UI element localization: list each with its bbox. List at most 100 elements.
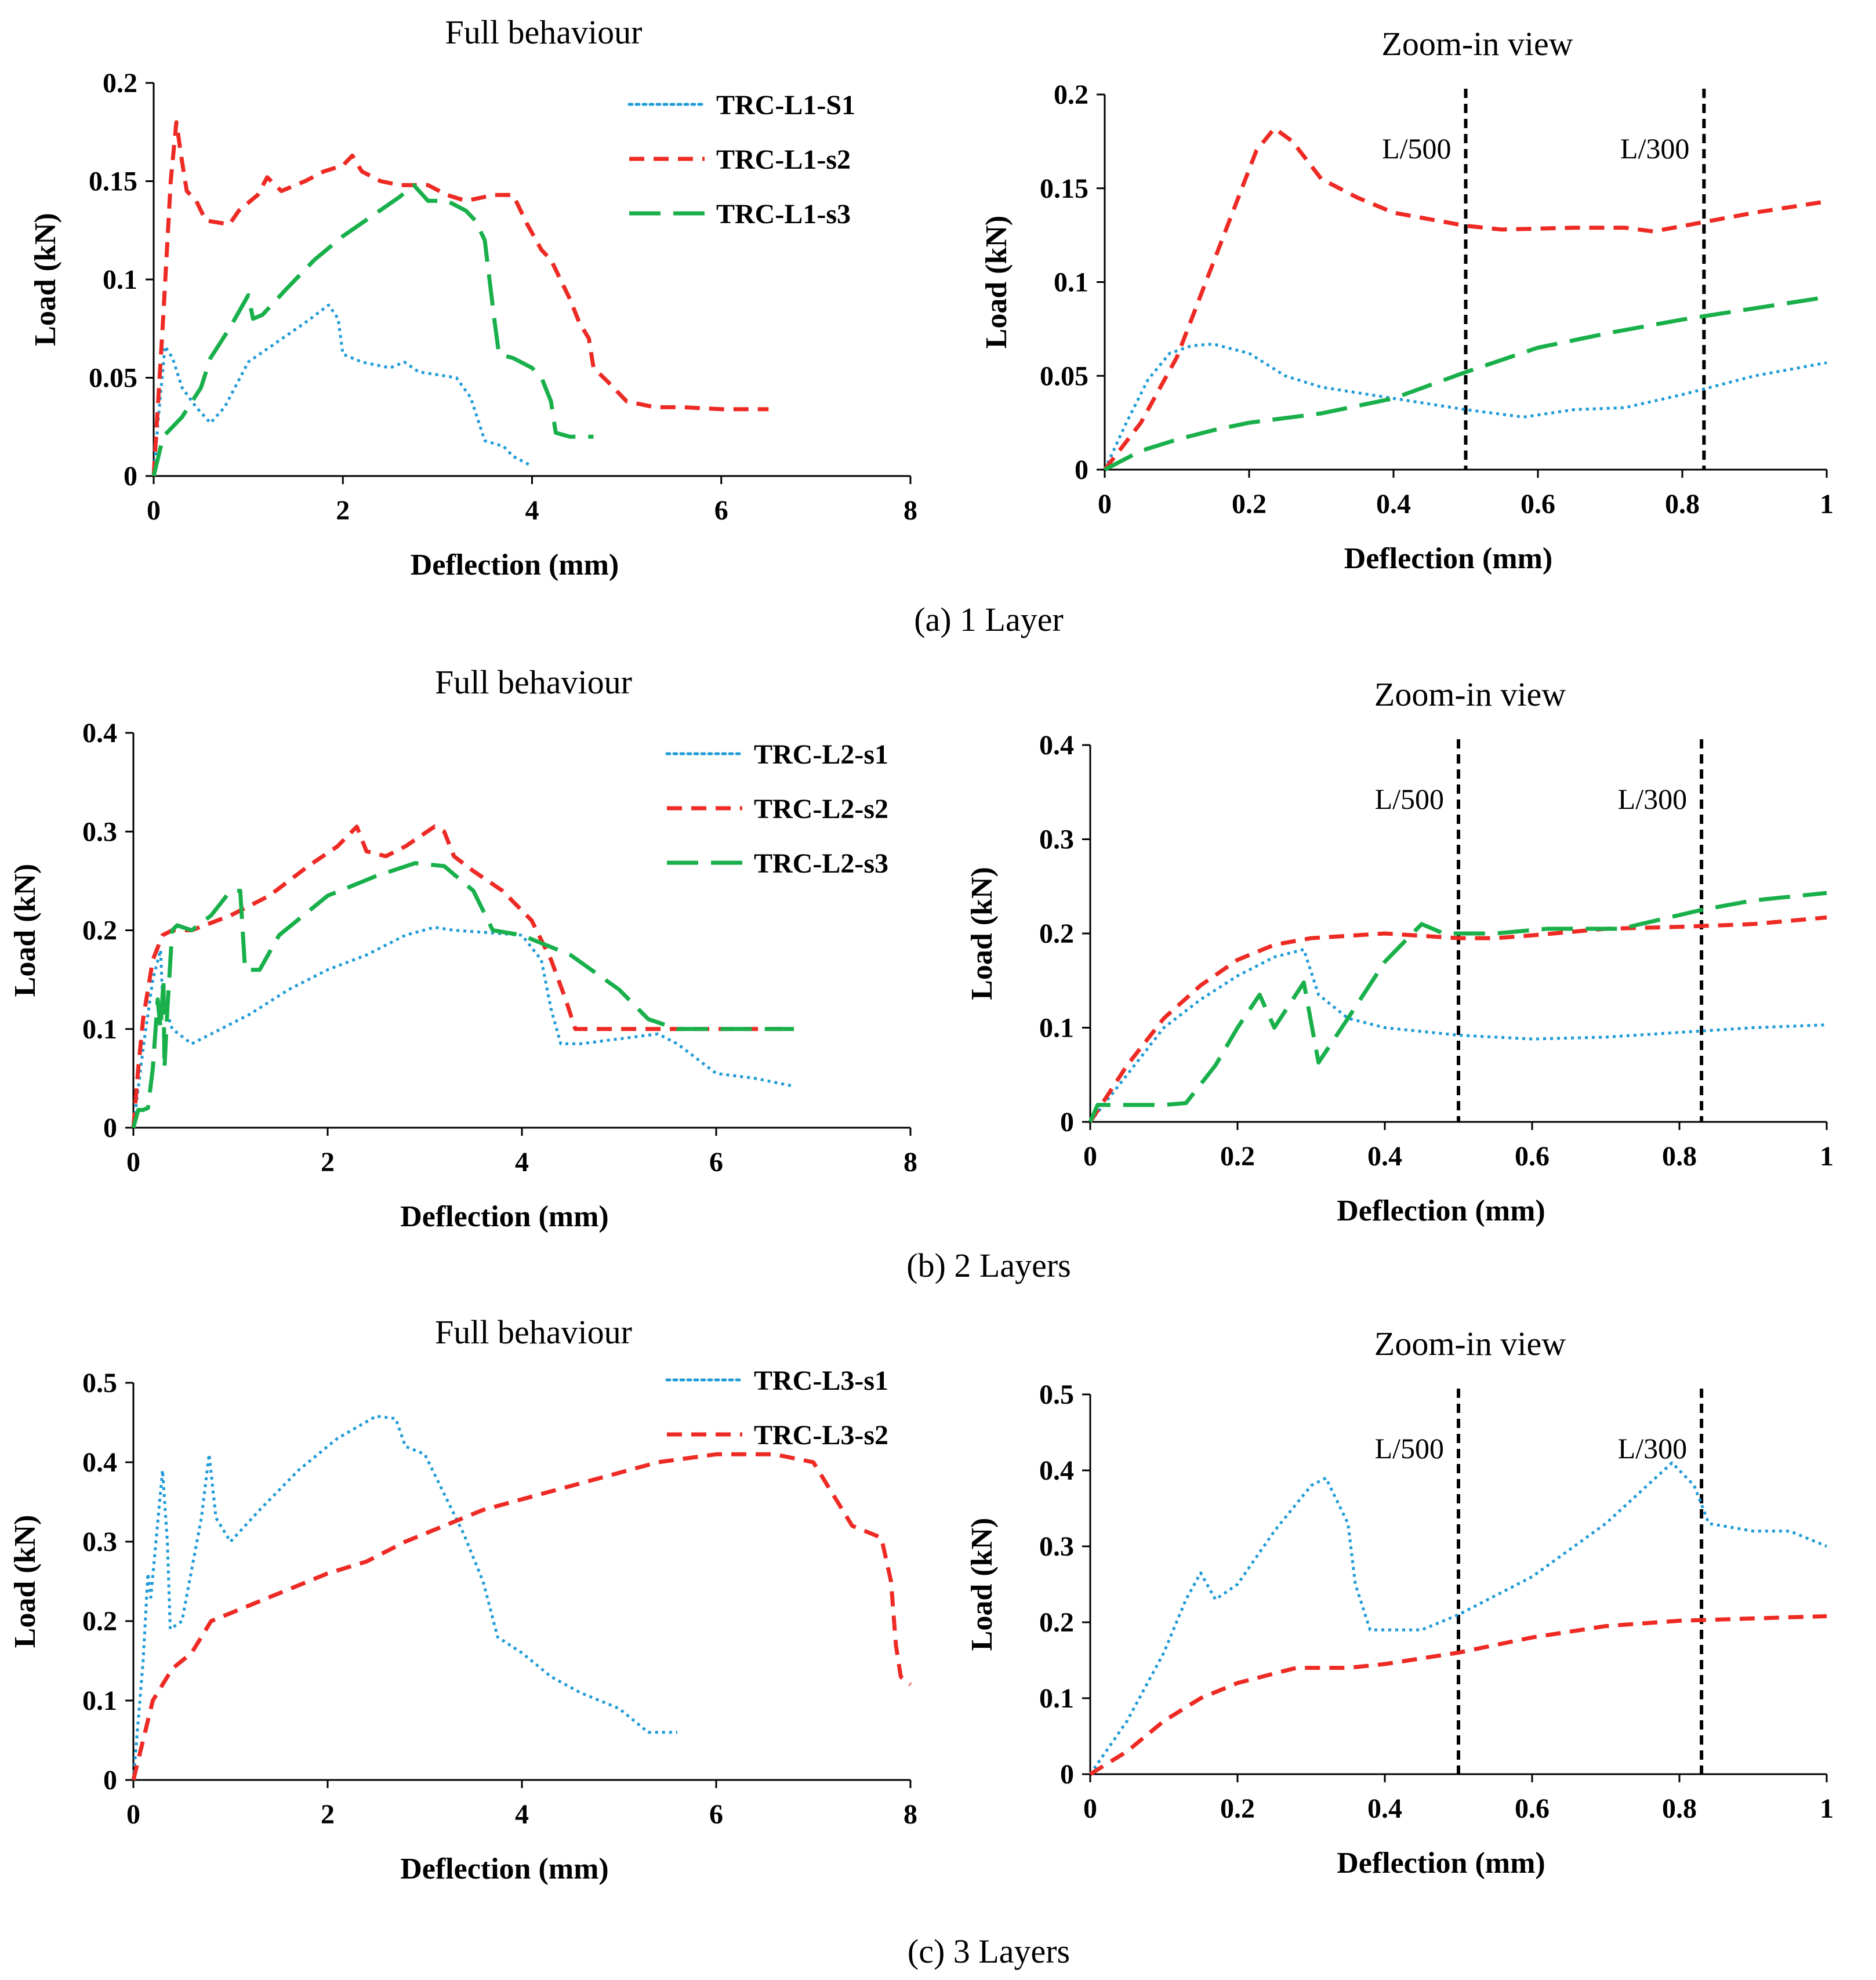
chart-b-zoom: Zoom-in view 0 0.1 0.2 0.3 0.4 0 0.2 0.4 0.6 0.8 1 D…	[966, 675, 1834, 1227]
x-tick-label: 0.6	[1515, 1141, 1550, 1172]
x-tick-label: 0.2	[1232, 489, 1267, 519]
x-tick-label: 4	[525, 495, 539, 526]
y-tick-label: 0.2	[1039, 1607, 1074, 1638]
series-line-trc-l1-s2	[151, 120, 769, 477]
y-tick-label: 0.1	[82, 1685, 117, 1716]
x-tick-label: 0.4	[1376, 489, 1411, 519]
series-line-trc-l3-s2	[131, 1452, 912, 1781]
series-line-trc-l3-s1	[132, 1415, 677, 1781]
y-tick-label: 0.3	[82, 816, 117, 847]
x-axis-label: Deflection (mm)	[1344, 542, 1553, 575]
y-tick-label: 0.15	[89, 166, 137, 197]
y-tick-label: 0.1	[1039, 1683, 1074, 1714]
y-tick-label: 0	[124, 461, 137, 492]
y-tick-label: 0	[103, 1113, 117, 1143]
ref-label: L/500	[1375, 783, 1444, 815]
y-tick-label: 0.2	[1054, 79, 1088, 110]
ref-label: L/500	[1382, 132, 1451, 165]
x-tick-label: 0.8	[1662, 1793, 1697, 1824]
series-line-trc-l2-s3	[1088, 891, 1827, 1123]
y-tick-label: 0.3	[1039, 1531, 1074, 1562]
chart-c-full: Full behaviour 0 0.1 0.2 0.3 0.4 0.5 0 2 4 6 8 Defle…	[9, 1313, 917, 1885]
x-tick-label: 6	[714, 495, 728, 526]
x-tick-label: 0	[126, 1147, 140, 1178]
y-tick-label: 0.5	[82, 1368, 117, 1398]
y-axis-label: Load (kN)	[9, 864, 42, 997]
y-tick-label: 0.2	[103, 68, 137, 99]
y-tick-label: 0.2	[82, 915, 117, 946]
y-tick-label: 0.4	[82, 1447, 117, 1478]
y-tick-label: 0.1	[1039, 1013, 1074, 1044]
x-tick-label: 1	[1820, 1141, 1834, 1172]
chart-title: Zoom-in view	[1381, 25, 1573, 63]
x-tick-label: 2	[321, 1147, 335, 1178]
chart-title: Full behaviour	[445, 13, 643, 51]
x-tick-label: 8	[903, 1147, 917, 1178]
y-tick-label: 0.2	[82, 1606, 117, 1637]
x-axis-label: Deflection (mm)	[400, 1200, 609, 1233]
x-tick-label: 0.8	[1665, 489, 1700, 519]
y-tick-label: 0.15	[1040, 173, 1088, 204]
y-tick-label: 0.1	[103, 264, 137, 295]
caption-c: (c) 3 Layers	[908, 1932, 1070, 1970]
x-tick-label: 6	[709, 1799, 723, 1830]
y-tick-label: 0.4	[1039, 730, 1074, 761]
y-tick-label: 0.2	[1039, 918, 1074, 949]
x-tick-label: 0.6	[1521, 489, 1555, 519]
x-tick-label: 0.8	[1662, 1141, 1697, 1172]
y-axis-label: Load (kN)	[29, 213, 62, 346]
series-line-trc-l1-s2	[1103, 126, 1827, 471]
caption-a: (a) 1 Layer	[914, 601, 1064, 638]
x-tick-label: 0	[1098, 489, 1112, 519]
x-tick-label: 1	[1820, 489, 1834, 519]
y-tick-label: 0.5	[1039, 1379, 1074, 1410]
chart-c-zoom: Zoom-in view 0 0.1 0.2 0.3 0.4 0.5 0 0.2 0.4 0.6 0.…	[966, 1325, 1834, 1880]
series-line-trc-l2-s3	[131, 861, 794, 1128]
legend-label: TRC-L2-s1	[754, 739, 888, 770]
legend-label: TRC-L1-S1	[716, 90, 855, 121]
y-tick-label: 0.4	[1039, 1455, 1074, 1486]
chart-a-full: Full behaviour 0 0.05 0.1 0.15 0.2 0 2 4 6 8 Deflec…	[29, 13, 917, 582]
chart-title: Full behaviour	[435, 1313, 632, 1351]
ref-label: L/300	[1618, 1432, 1687, 1465]
series-line-trc-l1-s3	[151, 183, 594, 477]
series-line-trc-l1-s1	[1103, 342, 1827, 471]
ref-label: L/300	[1618, 783, 1687, 815]
legend-label: TRC-L3-s2	[754, 1420, 888, 1451]
caption-b: (b) 2 Layers	[906, 1247, 1071, 1284]
series-line-trc-l3-s2	[1089, 1614, 1827, 1776]
x-tick-label: 8	[903, 495, 917, 526]
x-tick-label: 0.2	[1220, 1793, 1255, 1824]
y-tick-label: 0.1	[82, 1014, 117, 1045]
ref-label: L/500	[1375, 1432, 1444, 1465]
legend-label: TRC-L2-s3	[754, 848, 888, 879]
x-tick-label: 4	[515, 1147, 529, 1178]
x-tick-label: 8	[903, 1799, 917, 1830]
x-axis-label: Deflection (mm)	[400, 1852, 609, 1885]
x-tick-label: 0	[1083, 1793, 1097, 1824]
x-tick-label: 0.2	[1220, 1141, 1255, 1172]
series-line-trc-l2-s2	[1088, 915, 1827, 1123]
y-tick-label: 0.1	[1054, 267, 1088, 298]
y-tick-label: 0	[1075, 455, 1088, 485]
y-axis-label: Load (kN)	[966, 867, 999, 1000]
y-tick-label: 0	[1060, 1107, 1074, 1138]
legend-label: TRC-L3-s1	[754, 1365, 888, 1396]
legend-label: TRC-L1-s2	[716, 144, 851, 175]
legend-label: TRC-L2-s2	[754, 794, 888, 824]
series-line-trc-l1-s3	[1104, 295, 1827, 472]
x-axis-label: Deflection (mm)	[1337, 1847, 1545, 1880]
y-tick-label: 0.4	[82, 718, 117, 749]
series-line-trc-l2-s1	[1089, 948, 1827, 1123]
x-tick-label: 0.4	[1367, 1141, 1402, 1172]
y-tick-label: 0	[1060, 1759, 1074, 1790]
y-axis-label: Load (kN)	[9, 1515, 42, 1648]
y-axis-label: Load (kN)	[980, 216, 1013, 349]
chart-b-full: Full behaviour 0 0.1 0.2 0.3 0.4 0 2 4 6 8 Deflecti…	[9, 663, 917, 1233]
x-tick-label: 2	[321, 1799, 335, 1830]
x-tick-label: 0	[1083, 1141, 1097, 1172]
chart-title: Zoom-in view	[1374, 1325, 1566, 1363]
y-tick-label: 0	[103, 1765, 117, 1796]
series-line-trc-l2-s2	[131, 824, 794, 1128]
